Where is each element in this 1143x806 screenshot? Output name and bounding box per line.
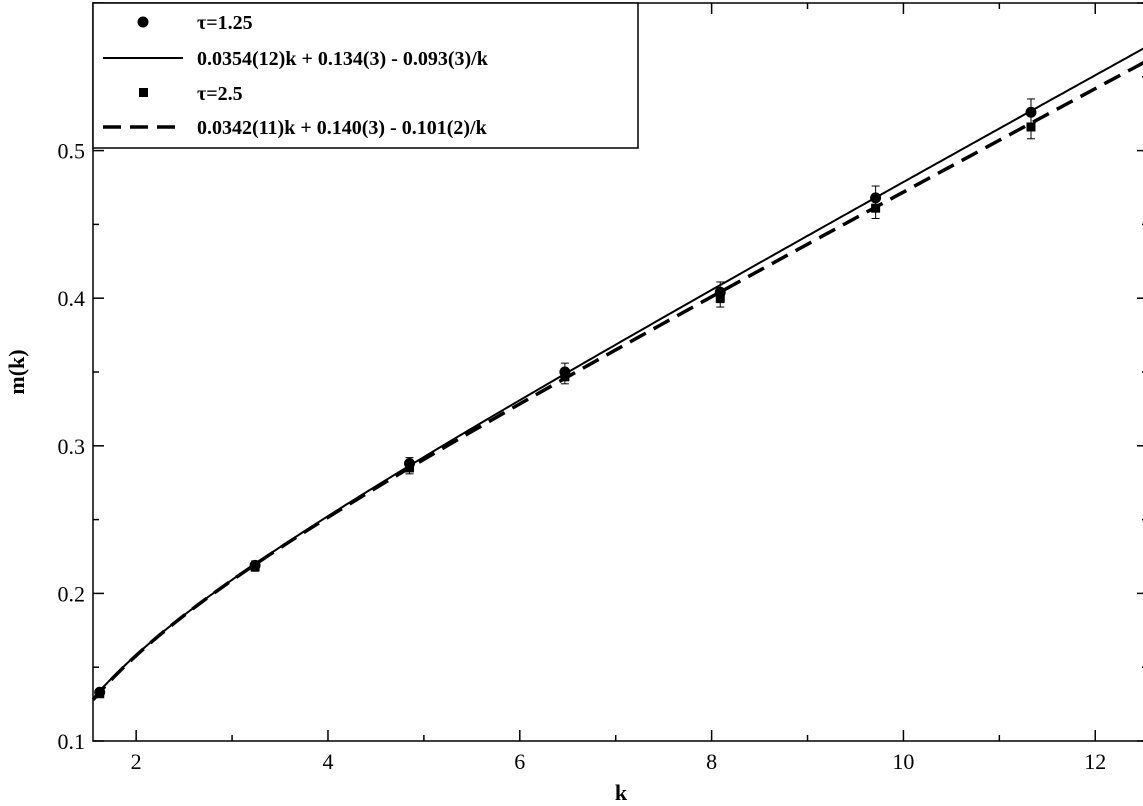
legend-series-2-label: τ=2.5 — [197, 83, 243, 105]
legend-fit-1-label: 0.0354(12)k + 0.134(3) - 0.093(3)/k — [197, 48, 489, 70]
legend-series-1-label: τ=1.25 — [197, 12, 253, 34]
fit-line-dashed — [91, 61, 1143, 702]
x-axis-label: k — [615, 780, 628, 805]
x-tick-label: 8 — [706, 749, 717, 774]
data-point-square — [715, 293, 725, 303]
y-axis-label: m(k) — [4, 349, 29, 394]
data-point-circle — [870, 192, 882, 204]
x-tick-label: 2 — [131, 749, 142, 774]
x-tick-label: 12 — [1084, 749, 1106, 774]
y-tick-label: 0.4 — [58, 286, 86, 311]
data-point-square — [1026, 122, 1036, 132]
x-tick-label: 6 — [514, 749, 525, 774]
x-tick-label: 10 — [892, 749, 914, 774]
data-point-square — [560, 371, 570, 381]
fit-lines — [91, 47, 1143, 702]
data-point-square — [405, 463, 414, 473]
y-tick-label: 0.1 — [58, 729, 86, 754]
x-tick-label: 4 — [322, 749, 333, 774]
markers — [94, 106, 1037, 699]
y-tick-label: 0.3 — [58, 434, 86, 459]
error-bars — [95, 98, 1035, 698]
legend: τ=1.25 0.0354(12)k + 0.134(3) - 0.093(3)… — [92, 2, 639, 149]
data-point-square — [871, 203, 881, 213]
y-tick-label: 0.2 — [58, 581, 86, 606]
legend-fit-2-label: 0.0342(11)k + 0.140(3) - 0.101(2)/k — [197, 117, 488, 139]
data-point-square — [250, 562, 260, 572]
y-tick-label: 0.5 — [58, 139, 86, 164]
data-point-square — [95, 689, 105, 699]
legend-box — [92, 2, 639, 149]
legend-circle-marker — [137, 16, 149, 28]
legend-square-marker — [139, 88, 148, 97]
data-point-circle — [1025, 106, 1037, 118]
